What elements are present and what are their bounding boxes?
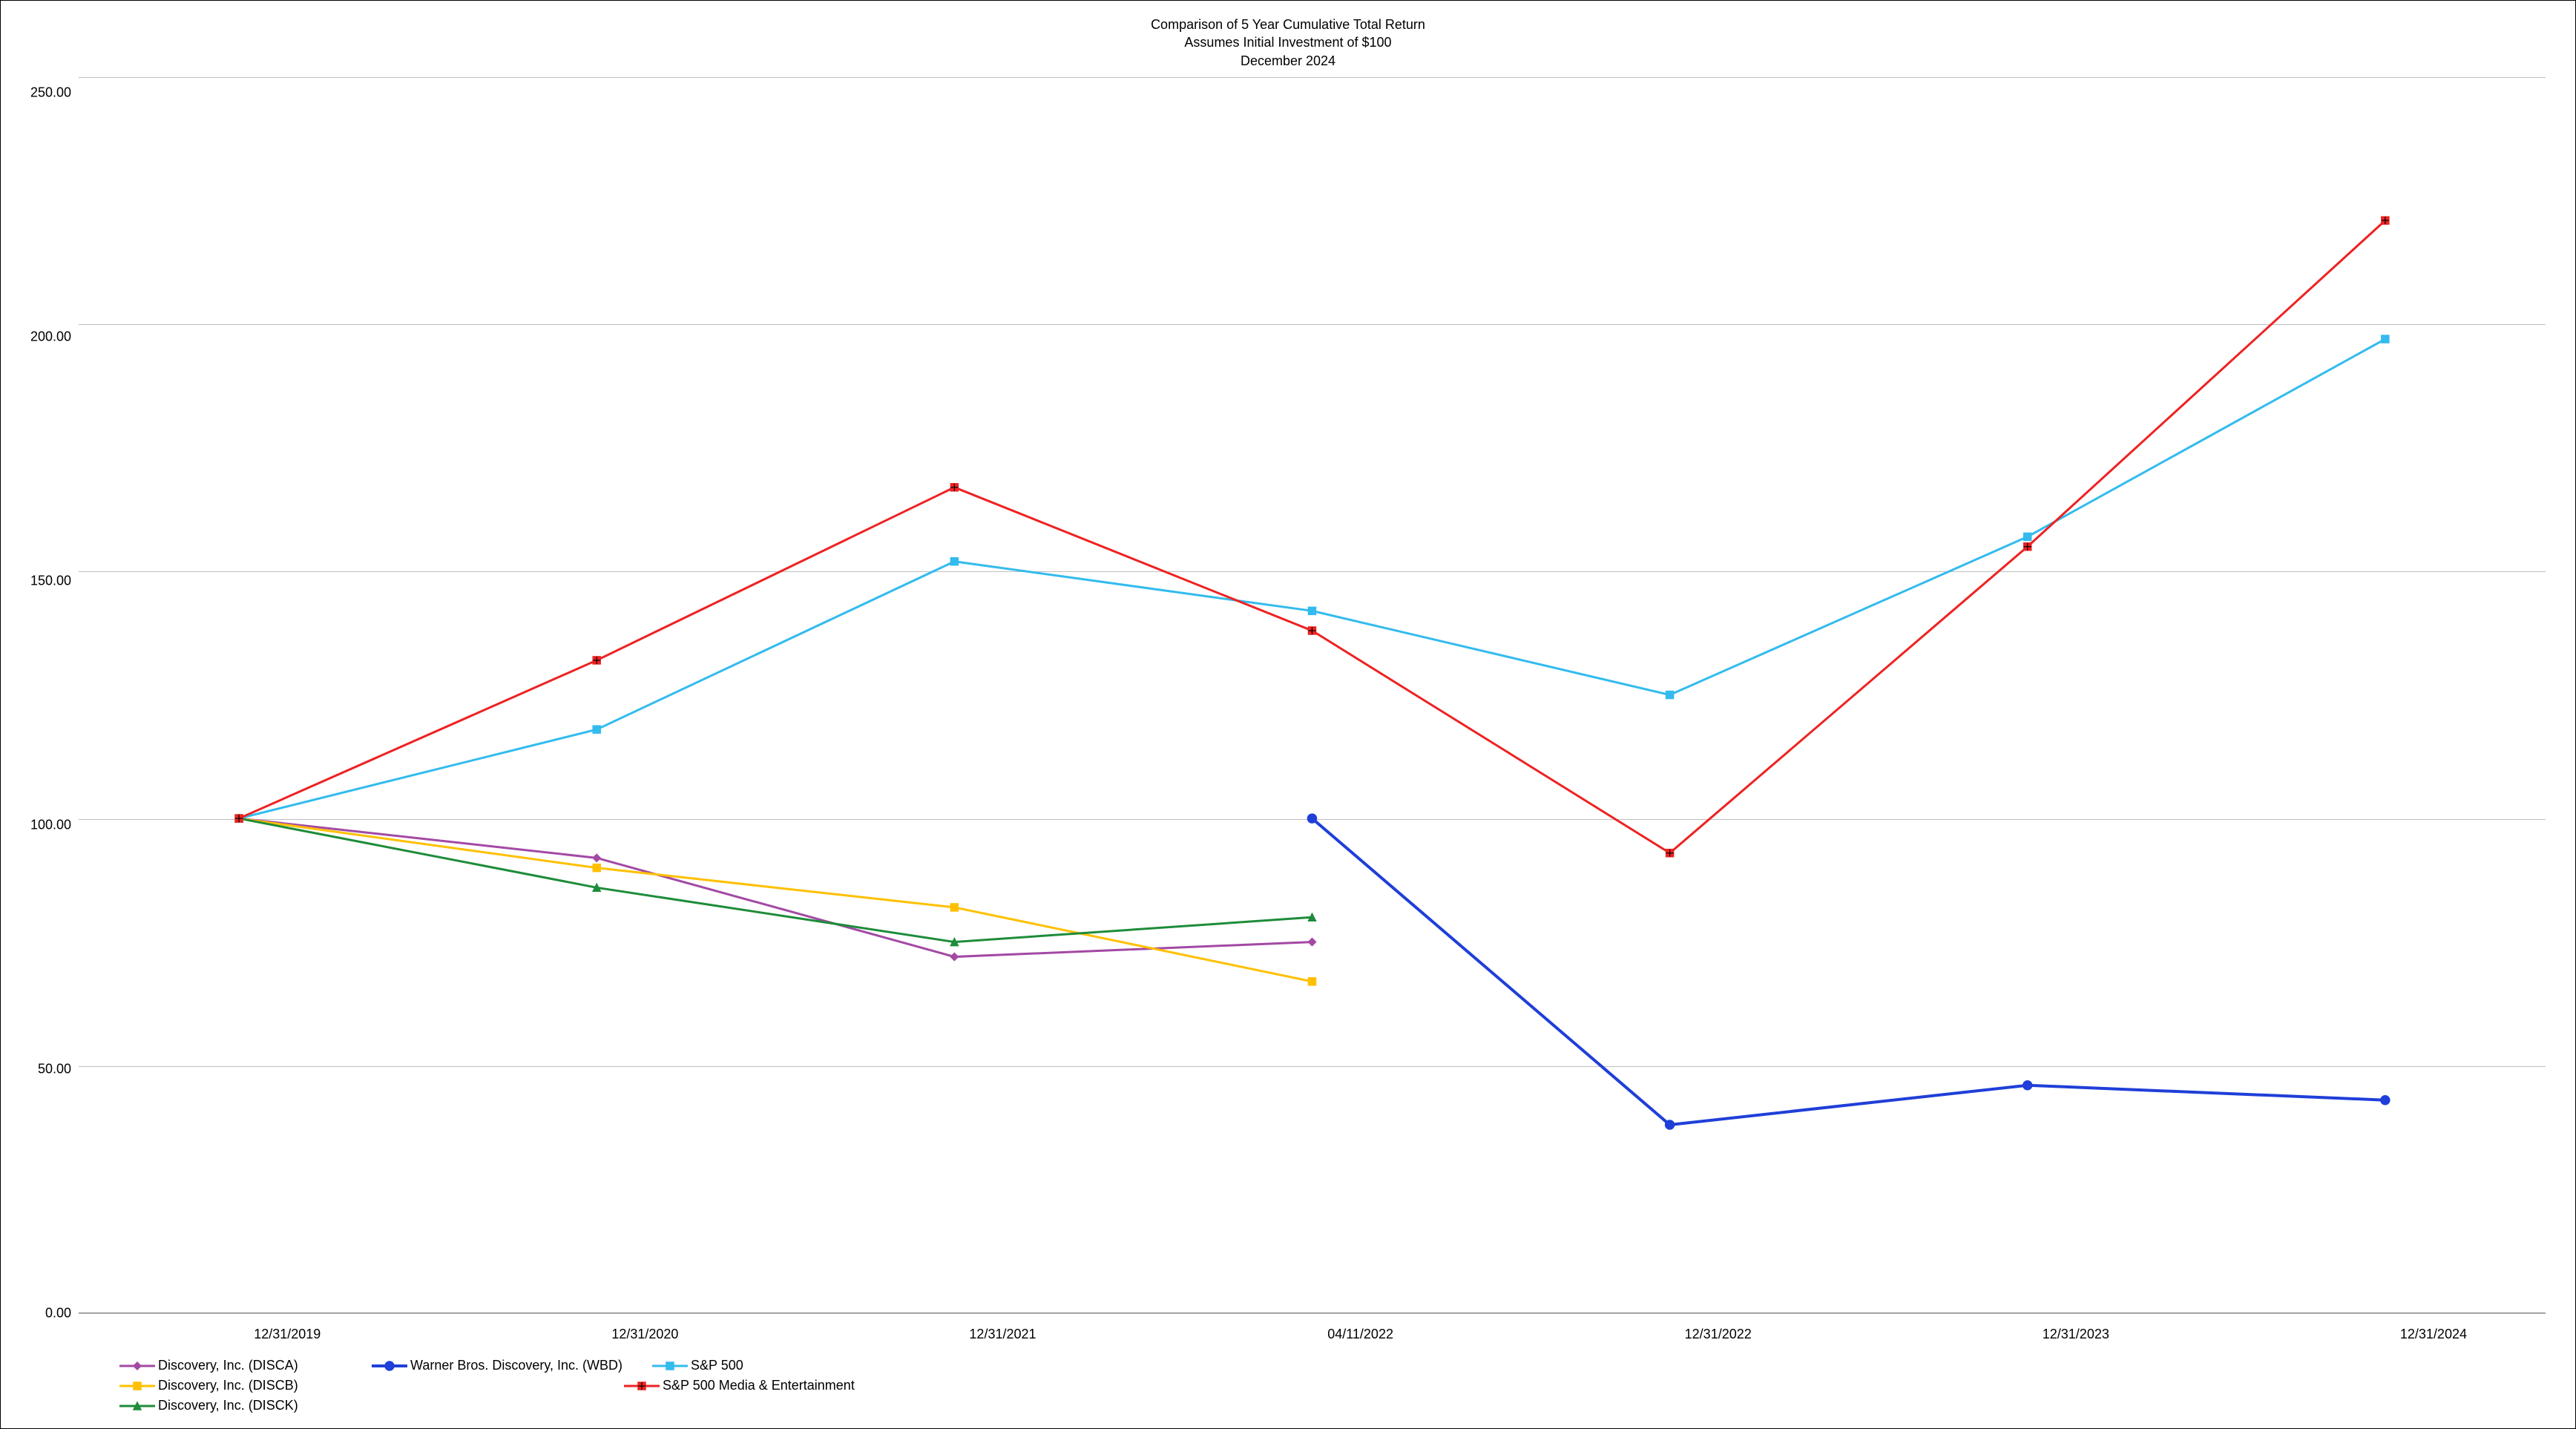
- y-tick-label: 150.00: [30, 573, 71, 588]
- legend-label: Discovery, Inc. (DISCK): [158, 1398, 298, 1413]
- legend-label: S&P 500 Media & Entertainment: [663, 1378, 855, 1393]
- series-marker: [593, 864, 600, 872]
- legend-label: S&P 500: [691, 1358, 743, 1373]
- x-tick-label: 12/31/2021: [969, 1327, 1036, 1342]
- legend-label: Warner Bros. Discovery, Inc. (WBD): [410, 1358, 622, 1373]
- title-line-3: December 2024: [30, 52, 2546, 70]
- x-tick-label: 12/31/2019: [254, 1327, 321, 1342]
- series-marker: [1309, 938, 1316, 945]
- legend-swatch: [372, 1359, 407, 1373]
- legend-swatch: [119, 1379, 155, 1393]
- gridline: [79, 1313, 2546, 1314]
- series-marker: [1309, 607, 1316, 614]
- series-marker: [2024, 533, 2031, 540]
- series-marker: [2023, 1081, 2032, 1090]
- y-tick-label: 0.00: [45, 1305, 71, 1321]
- series-marker: [1308, 814, 1317, 823]
- legend-item: Discovery, Inc. (DISCK): [119, 1398, 342, 1413]
- x-axis-labels: 12/31/2019 12/31/2020 12/31/2021 04/11/2022…: [79, 1327, 2546, 1344]
- series-line: [239, 220, 2385, 853]
- legend-label: Discovery, Inc. (DISCB): [158, 1378, 298, 1393]
- x-tick-label: 12/31/2024: [2400, 1327, 2467, 1342]
- title-line-2: Assumes Initial Investment of $100: [30, 33, 2546, 51]
- chart-frame: Comparison of 5 Year Cumulative Total Re…: [0, 0, 2576, 1429]
- series-marker: [593, 726, 600, 733]
- legend-row: Discovery, Inc. (DISCK): [119, 1398, 2546, 1413]
- y-tick-label: 200.00: [30, 329, 71, 344]
- series-marker: [950, 953, 958, 960]
- series-marker: [1666, 1120, 1675, 1129]
- legend-item: Discovery, Inc. (DISCB): [119, 1378, 342, 1393]
- plot-wrapper: 250.00200.00150.00100.0050.000.00: [30, 77, 2546, 1313]
- series-marker: [1666, 691, 1674, 698]
- y-axis-labels: 250.00200.00150.00100.0050.000.00: [30, 77, 79, 1313]
- series-line: [239, 339, 2385, 818]
- legend-item: Warner Bros. Discovery, Inc. (WBD): [372, 1358, 622, 1373]
- chart-svg: [79, 77, 2546, 1313]
- y-tick-label: 100.00: [30, 817, 71, 832]
- legend-swatch: [652, 1359, 688, 1373]
- legend-swatch: [624, 1379, 660, 1393]
- chart-title: Comparison of 5 Year Cumulative Total Re…: [30, 16, 2546, 70]
- series-marker: [2381, 1096, 2390, 1105]
- series-marker: [593, 854, 600, 861]
- legend-row: Discovery, Inc. (DISCA) Warner Bros. Disc…: [119, 1358, 2546, 1373]
- y-tick-label: 250.00: [30, 85, 71, 100]
- series-line: [239, 818, 1312, 982]
- y-tick-label: 50.00: [38, 1061, 71, 1077]
- legend-item: S&P 500 Media & Entertainment: [624, 1378, 855, 1393]
- x-tick-label: 12/31/2020: [611, 1327, 678, 1342]
- x-tick-label: 04/11/2022: [1327, 1327, 1393, 1342]
- legend: Discovery, Inc. (DISCA) Warner Bros. Disc…: [30, 1358, 2546, 1413]
- x-tick-label: 12/31/2023: [2043, 1327, 2109, 1342]
- series-marker: [950, 904, 958, 911]
- legend-swatch: [119, 1399, 155, 1413]
- x-tick-label: 12/31/2022: [1685, 1327, 1752, 1342]
- series-marker: [2382, 335, 2389, 343]
- title-line-1: Comparison of 5 Year Cumulative Total Re…: [30, 16, 2546, 33]
- series-line: [1312, 818, 2385, 1125]
- plot-area: [79, 77, 2546, 1313]
- series-marker: [950, 558, 958, 565]
- legend-label: Discovery, Inc. (DISCA): [158, 1358, 298, 1373]
- legend-swatch: [119, 1359, 155, 1373]
- legend-item: Discovery, Inc. (DISCA): [119, 1358, 342, 1373]
- legend-row: Discovery, Inc. (DISCB) S&P 500 Media & …: [119, 1378, 2546, 1393]
- series-marker: [1309, 978, 1316, 985]
- legend-item: S&P 500: [652, 1358, 875, 1373]
